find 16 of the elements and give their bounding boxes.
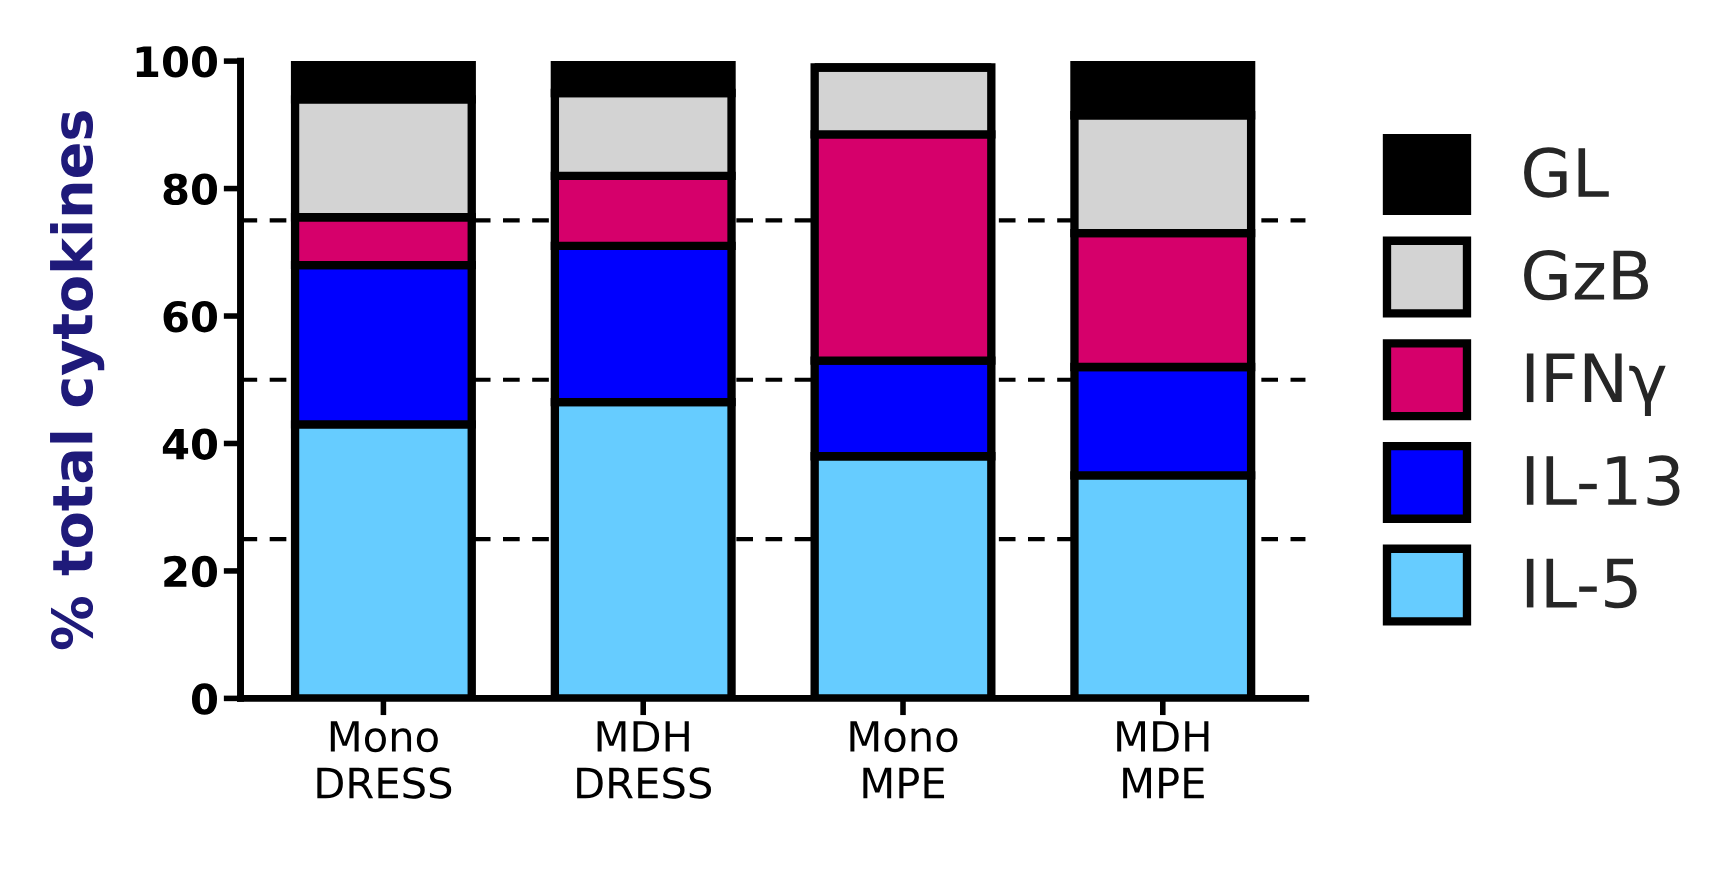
y-tick-label: 80 — [163, 173, 217, 205]
y-axis-title: % total cytokines — [50, 111, 105, 650]
y-tick-label: 40 — [162, 428, 217, 460]
y-tick-label: 60 — [163, 300, 217, 333]
legend-label: GzB — [1524, 249, 1648, 301]
legend-label: IL-13 — [1526, 455, 1680, 506]
x-tick-label: Mono MPE — [850, 721, 958, 799]
legend-label: IL-5 — [1526, 558, 1637, 609]
x-tick-label: MDH MPE — [1117, 721, 1209, 799]
y-tick-label: 20 — [164, 555, 217, 588]
x-tick-label: MDH DRESS — [577, 721, 712, 799]
legend-label: GL — [1524, 147, 1609, 198]
x-tick-label: Mono DRESS — [317, 721, 452, 799]
legend-label: IFNγ — [1526, 353, 1666, 416]
y-tick-label: 100 — [136, 46, 217, 78]
y-tick-label: 0 — [191, 683, 217, 715]
